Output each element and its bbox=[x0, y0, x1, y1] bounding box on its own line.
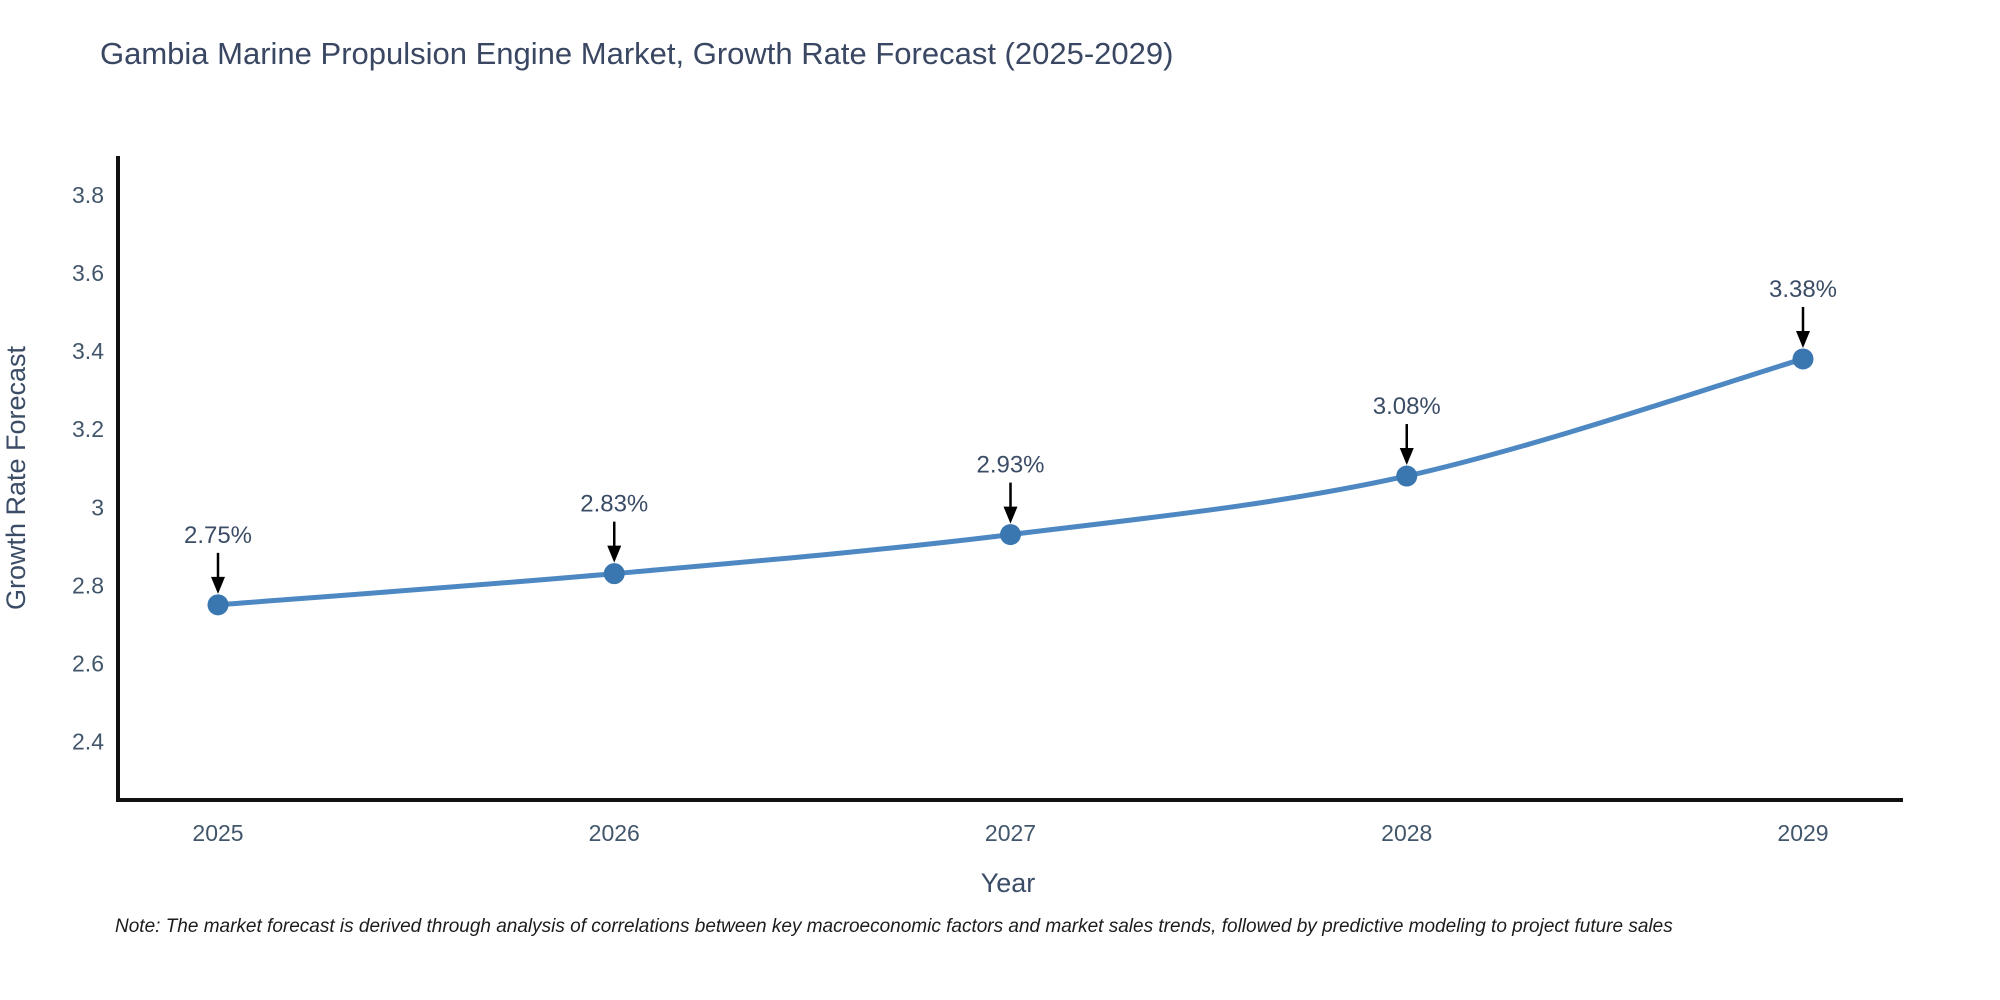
annotation-label: 2.75% bbox=[184, 522, 252, 549]
annotation-label: 3.08% bbox=[1373, 393, 1441, 420]
y-tick-label: 2.8 bbox=[72, 572, 104, 598]
y-axis-title: Growth Rate Forecast bbox=[1, 345, 31, 610]
data-point-marker bbox=[1792, 348, 1814, 370]
annotation-arrowhead bbox=[211, 576, 225, 594]
y-tick-label: 3.4 bbox=[72, 338, 104, 364]
x-tick-label: 2028 bbox=[1381, 820, 1432, 846]
annotation-arrowhead bbox=[607, 545, 622, 563]
y-tick-label: 2.4 bbox=[72, 728, 104, 754]
x-tick-label: 2027 bbox=[985, 820, 1036, 846]
x-axis-title: Year bbox=[981, 868, 1036, 898]
data-point-marker bbox=[1000, 524, 1021, 546]
annotation-arrowhead bbox=[1796, 330, 1810, 348]
annotation-label: 3.38% bbox=[1769, 276, 1837, 303]
x-tick-label: 2025 bbox=[192, 820, 243, 846]
y-tick-label: 2.6 bbox=[72, 650, 104, 676]
annotation-arrowhead bbox=[1399, 448, 1414, 466]
data-point-marker bbox=[207, 594, 229, 616]
y-tick-label: 3 bbox=[91, 494, 104, 520]
annotation-arrowhead bbox=[1003, 506, 1018, 524]
x-tick-label: 2029 bbox=[1777, 820, 1828, 846]
data-point-marker bbox=[603, 563, 625, 585]
y-tick-label: 3.6 bbox=[72, 260, 104, 286]
chart-title: Gambia Marine Propulsion Engine Market, … bbox=[100, 36, 1174, 71]
y-tick-label: 3.8 bbox=[72, 182, 104, 208]
y-tick-label: 3.2 bbox=[72, 416, 104, 442]
data-point-marker bbox=[1396, 465, 1418, 487]
series-line bbox=[217, 356, 1804, 608]
x-tick-label: 2026 bbox=[589, 820, 640, 846]
annotation-label: 2.93% bbox=[976, 452, 1044, 479]
annotation-label: 2.83% bbox=[580, 491, 648, 518]
chart-footnote: Note: The market forecast is derived thr… bbox=[115, 916, 1673, 937]
